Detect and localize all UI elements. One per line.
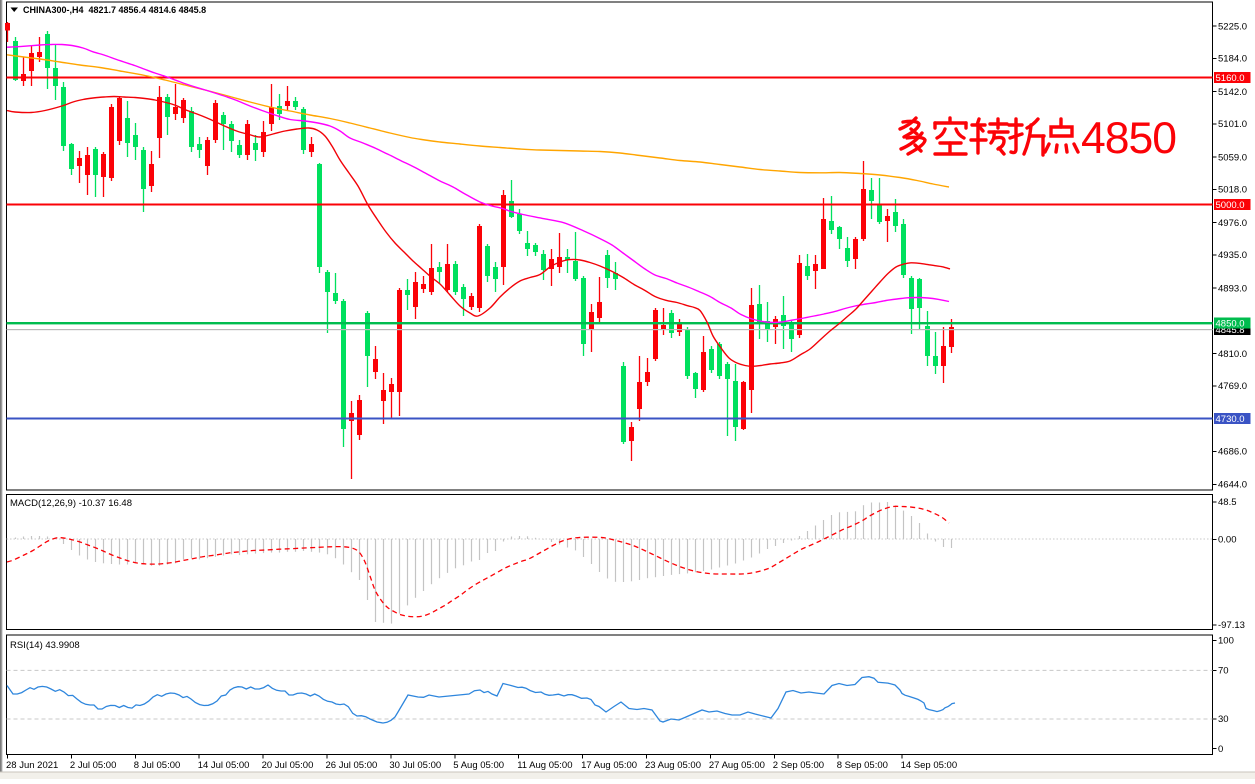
svg-text:5160.0: 5160.0 bbox=[1216, 73, 1245, 84]
svg-text:4810.0: 4810.0 bbox=[1218, 349, 1247, 360]
svg-text:5225.0: 5225.0 bbox=[1218, 21, 1247, 32]
svg-text:26 Jul 05:00: 26 Jul 05:00 bbox=[326, 760, 378, 771]
svg-text:70: 70 bbox=[1218, 666, 1229, 677]
svg-text:48.5: 48.5 bbox=[1218, 497, 1237, 508]
svg-text:28 Jun 2021: 28 Jun 2021 bbox=[6, 760, 58, 771]
svg-text:5184.0: 5184.0 bbox=[1218, 54, 1247, 65]
svg-text:4976.0: 4976.0 bbox=[1218, 218, 1247, 229]
svg-text:20 Jul 05:00: 20 Jul 05:00 bbox=[262, 760, 314, 771]
svg-text:4769.0: 4769.0 bbox=[1218, 381, 1247, 392]
svg-text:4730.0: 4730.0 bbox=[1216, 414, 1245, 425]
svg-text:8 Sep 05:00: 8 Sep 05:00 bbox=[837, 760, 888, 771]
svg-text:CHINA300-,H4 4821.7 4856.4 48: CHINA300-,H4 4821.7 4856.4 4814.6 4845.8 bbox=[23, 5, 206, 15]
svg-text:4850: 4850 bbox=[1081, 114, 1176, 163]
svg-text:11 Aug 05:00: 11 Aug 05:00 bbox=[517, 760, 572, 771]
svg-text:23 Aug 05:00: 23 Aug 05:00 bbox=[645, 760, 701, 771]
svg-text:2 Jul 05:00: 2 Jul 05:00 bbox=[70, 760, 116, 771]
svg-text:4686.0: 4686.0 bbox=[1218, 447, 1247, 458]
svg-text:4893.0: 4893.0 bbox=[1218, 283, 1247, 294]
svg-text:5000.0: 5000.0 bbox=[1216, 200, 1245, 211]
svg-text:2 Sep 05:00: 2 Sep 05:00 bbox=[773, 760, 824, 771]
svg-text:5 Aug 05:00: 5 Aug 05:00 bbox=[453, 760, 504, 771]
svg-text:5142.0: 5142.0 bbox=[1218, 87, 1247, 98]
svg-text:30: 30 bbox=[1218, 714, 1229, 725]
svg-text:100: 100 bbox=[1218, 636, 1234, 647]
svg-text:14 Jul 05:00: 14 Jul 05:00 bbox=[198, 760, 250, 771]
svg-text:17 Aug 05:00: 17 Aug 05:00 bbox=[581, 760, 637, 771]
svg-text:14 Sep 05:00: 14 Sep 05:00 bbox=[901, 760, 958, 771]
svg-text:-97.13: -97.13 bbox=[1218, 620, 1245, 631]
svg-text:30 Jul 05:00: 30 Jul 05:00 bbox=[389, 760, 441, 771]
svg-text:5101.0: 5101.0 bbox=[1218, 119, 1247, 130]
svg-text:27 Aug 05:00: 27 Aug 05:00 bbox=[709, 760, 765, 771]
svg-text:5059.0: 5059.0 bbox=[1218, 152, 1247, 163]
svg-text:0.00: 0.00 bbox=[1218, 535, 1237, 546]
svg-text:4644.0: 4644.0 bbox=[1218, 480, 1247, 491]
svg-text:8 Jul 05:00: 8 Jul 05:00 bbox=[134, 760, 180, 771]
svg-text:4935.0: 4935.0 bbox=[1218, 250, 1247, 261]
svg-text:5018.0: 5018.0 bbox=[1218, 185, 1247, 196]
svg-text:4845.8: 4845.8 bbox=[1216, 325, 1245, 336]
svg-text:4850.0: 4850.0 bbox=[1216, 318, 1245, 329]
svg-text:MACD(12,26,9) -10.37 16.48: MACD(12,26,9) -10.37 16.48 bbox=[10, 498, 132, 509]
svg-text:RSI(14) 43.9908: RSI(14) 43.9908 bbox=[10, 640, 80, 651]
svg-text:0: 0 bbox=[1218, 744, 1223, 755]
